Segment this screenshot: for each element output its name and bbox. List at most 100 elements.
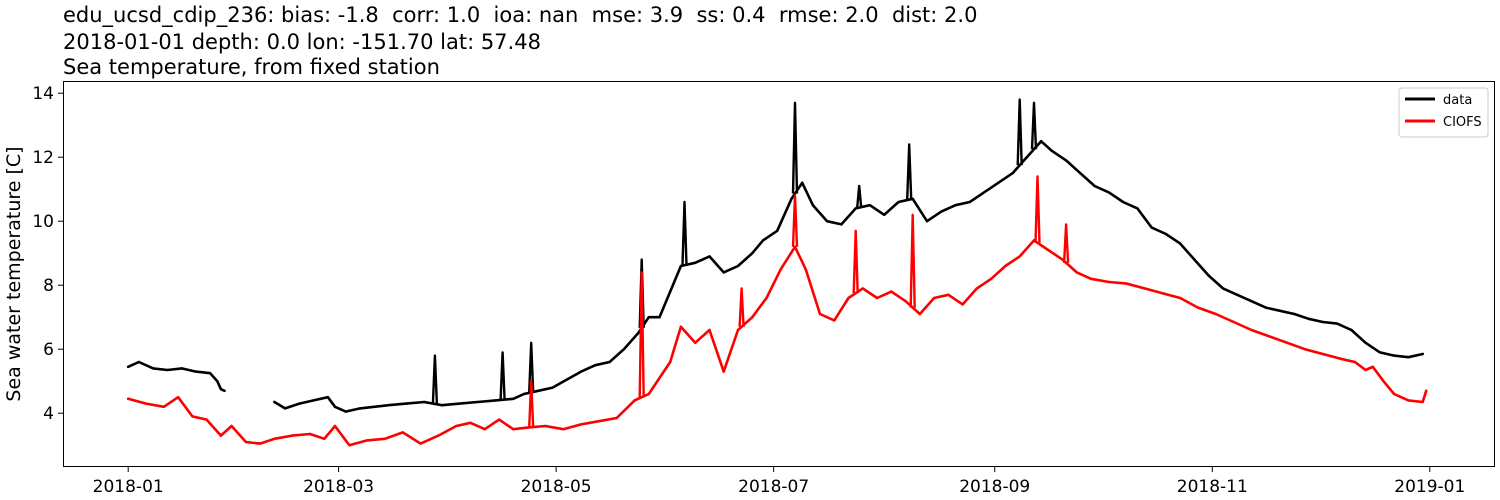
data-point-data: [622, 348, 626, 351]
series-spike-ciofs: [852, 229, 859, 294]
data-point-data: [1407, 356, 1410, 359]
data-point-ciofs: [497, 418, 501, 421]
data-point-ciofs: [401, 431, 404, 434]
data-point-data: [216, 380, 219, 383]
data-point-ciofs: [633, 399, 636, 402]
data-point-data: [925, 220, 929, 223]
series-spike-ciofs: [738, 287, 745, 327]
chart-title-line-2: 2018-01-01 depth: 0.0 lon: -151.70 lat: …: [63, 30, 541, 54]
data-point-data: [537, 389, 540, 392]
data-point-data: [1321, 320, 1325, 324]
data-point-data: [494, 399, 497, 402]
data-point-ciofs: [333, 424, 337, 428]
data-point-data: [476, 400, 479, 404]
data-point-data: [1107, 191, 1111, 194]
data-point-data: [458, 402, 461, 405]
data-point-data: [1193, 258, 1196, 261]
data-point-ciofs: [205, 418, 208, 421]
data-point-data: [997, 181, 1000, 184]
data-point-ciofs: [308, 432, 312, 436]
series-spike-data: [791, 101, 799, 194]
data-point-ciofs: [990, 277, 993, 280]
series-spike-data: [906, 143, 913, 200]
data-point-ciofs: [162, 405, 166, 408]
data-point-ciofs: [736, 328, 740, 332]
data-point-data: [1264, 306, 1268, 309]
data-point-data: [1207, 274, 1210, 277]
data-point-ciofs: [348, 444, 351, 447]
data-point-ciofs: [437, 434, 440, 437]
y-tick-label: 14: [32, 84, 54, 104]
data-point-data: [180, 367, 183, 370]
data-point-ciofs: [512, 428, 515, 431]
data-point-data: [312, 399, 315, 402]
data-point-data: [333, 405, 337, 408]
data-point-data: [825, 220, 829, 223]
data-point-ciofs: [323, 437, 326, 440]
series-spike-data: [1030, 101, 1038, 150]
data-point-ciofs: [1089, 277, 1093, 280]
data-point-ciofs: [1232, 320, 1235, 324]
series-spike-data: [856, 184, 863, 208]
data-point-data: [940, 210, 943, 213]
legend: data CIOFS: [1398, 87, 1489, 138]
data-point-data: [1150, 226, 1153, 229]
data-point-data: [968, 200, 971, 204]
data-point-ciofs: [1125, 282, 1128, 285]
legend-label-ciofs: CIOFS: [1443, 115, 1482, 130]
legend-label-data: data: [1443, 93, 1472, 108]
data-point-ciofs: [708, 328, 711, 332]
data-point-data: [283, 407, 287, 410]
data-point-ciofs: [244, 440, 248, 444]
data-point-data: [194, 370, 198, 373]
data-point-ciofs: [847, 296, 850, 300]
data-point-ciofs: [455, 424, 458, 428]
data-point-ciofs: [932, 296, 936, 300]
data-point-data: [152, 367, 155, 370]
data-point-ciofs: [961, 303, 964, 306]
data-point-data: [551, 386, 554, 389]
data-point-ciofs: [1339, 357, 1342, 360]
data-point-ciofs: [383, 437, 387, 440]
series-line-data: [126, 139, 1424, 413]
series-spike-ciofs: [528, 380, 535, 428]
data-point-data: [868, 204, 872, 207]
data-point-data: [209, 372, 212, 375]
data-point-data: [854, 207, 857, 210]
x-tick-label: 2018-05: [521, 477, 592, 497]
data-point-ciofs: [144, 402, 148, 405]
x-tick-label: 2018-03: [303, 477, 374, 497]
y-tick-label: 10: [32, 212, 54, 232]
data-point-ciofs: [365, 439, 369, 442]
data-point-ciofs: [1286, 341, 1289, 344]
data-point-ciofs: [615, 416, 618, 420]
data-point-ciofs: [975, 287, 979, 290]
data-point-data: [440, 404, 444, 407]
data-point-ciofs: [1047, 248, 1050, 252]
data-point-ciofs: [291, 434, 294, 437]
data-point-data: [776, 229, 779, 232]
data-point-ciofs: [1018, 255, 1021, 258]
data-point-data: [1121, 200, 1125, 204]
data-point-ciofs: [469, 421, 472, 424]
data-point-data: [1064, 159, 1068, 162]
data-point-ciofs: [544, 424, 547, 428]
data-point-ciofs: [1407, 399, 1410, 402]
x-tick-label: 2018-07: [738, 477, 809, 497]
data-point-data: [636, 332, 640, 335]
data-point-data: [897, 200, 900, 204]
data-point-data: [387, 404, 390, 407]
x-tick-label: 2018-09: [959, 477, 1030, 497]
data-point-ciofs: [751, 316, 754, 319]
data-point-ciofs: [861, 287, 864, 290]
data-point-ciofs: [1196, 306, 1200, 309]
data-point-ciofs: [1392, 392, 1396, 396]
data-point-data: [1164, 232, 1168, 236]
data-point-data: [954, 204, 957, 207]
data-point-ciofs: [765, 296, 768, 300]
data-point-ciofs: [947, 293, 950, 296]
data-point-ciofs: [1382, 380, 1385, 383]
data-point-ciofs: [1161, 292, 1164, 295]
data-point-ciofs: [176, 396, 180, 399]
data-point-ciofs: [875, 296, 879, 300]
